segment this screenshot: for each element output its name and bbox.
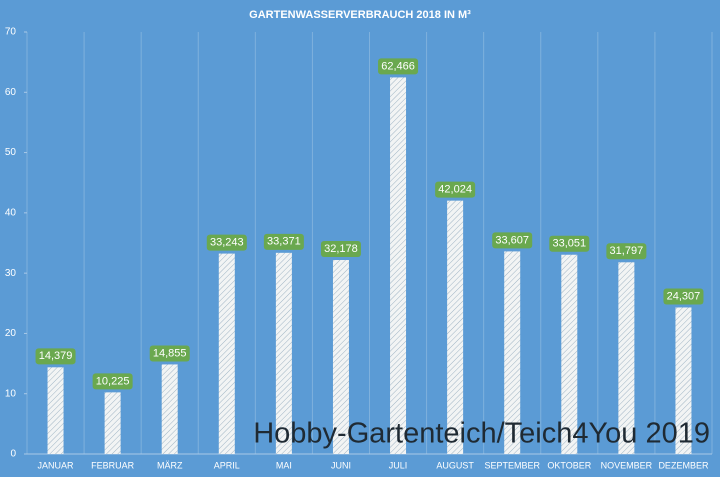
x-tick-label: NOVEMBER [601, 460, 653, 470]
data-label: 33,607 [495, 234, 529, 246]
data-label-box [35, 348, 76, 365]
data-label-box [92, 373, 133, 390]
x-tick-label: DEZEMBER [658, 460, 709, 470]
y-tick-label: 70 [5, 27, 17, 38]
x-tick-label: FEBRUAR [91, 460, 135, 470]
y-tick-label: 50 [5, 147, 17, 158]
data-label: 10,225 [96, 375, 130, 387]
y-tick-label: 30 [5, 268, 17, 279]
bar [561, 254, 578, 454]
data-label: 33,051 [552, 238, 586, 250]
data-label: 14,855 [153, 347, 187, 359]
data-label-box [663, 288, 704, 305]
y-tick-label: 10 [5, 388, 17, 399]
data-label-box [606, 243, 647, 260]
bar [161, 364, 178, 454]
bar [332, 260, 349, 454]
x-tick-label: JULI [389, 460, 408, 470]
chart-title: GARTENWASSERVERBRAUCH 2018 IN M³ [249, 9, 471, 21]
bar [47, 367, 64, 454]
data-label-box [492, 232, 533, 249]
data-label: 24,307 [667, 290, 701, 302]
x-tick-label: MAI [276, 460, 292, 470]
data-label-box [549, 235, 590, 252]
y-tick-label: 20 [5, 328, 17, 339]
x-tick-label: SEPTEMBER [484, 460, 540, 470]
data-label-box [149, 345, 190, 362]
data-label-box [206, 234, 247, 251]
x-tick-label: JUNI [331, 460, 351, 470]
data-label: 33,243 [210, 236, 244, 248]
data-label: 42,024 [438, 184, 472, 196]
x-tick-label: OKTOBER [547, 460, 591, 470]
data-label-box [263, 233, 304, 250]
x-tick-label: AUGUST [436, 460, 474, 470]
bar [218, 253, 235, 454]
bar [275, 252, 292, 454]
bar [447, 200, 464, 454]
data-label: 32,178 [324, 243, 358, 255]
y-tick-label: 40 [5, 207, 17, 218]
data-label: 31,797 [610, 245, 644, 257]
watermark: Hobby-Gartenteich/Teich4You 2019 [253, 418, 710, 450]
data-label: 14,379 [39, 350, 73, 362]
data-label-box [378, 58, 419, 75]
data-label: 62,466 [381, 60, 415, 72]
y-tick-label: 0 [10, 449, 16, 460]
x-tick-label: JANUAR [38, 460, 75, 470]
bar [504, 251, 521, 454]
bar [675, 307, 692, 454]
data-label-box [435, 181, 476, 198]
data-label-box [320, 241, 361, 258]
y-tick-label: 60 [5, 87, 17, 98]
data-label: 33,371 [267, 236, 301, 248]
bar [618, 262, 635, 454]
x-tick-label: MÄRZ [157, 460, 183, 470]
bar [104, 392, 121, 454]
bar [390, 77, 407, 455]
x-tick-label: APRIL [214, 460, 240, 470]
